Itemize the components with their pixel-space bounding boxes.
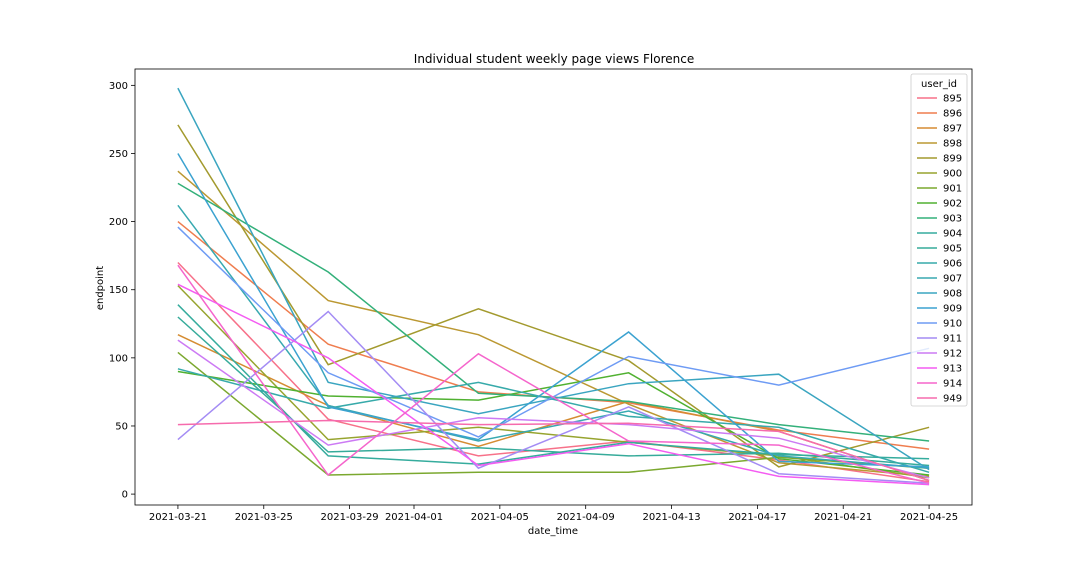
x-tick-label: 2021-04-09 — [557, 512, 615, 523]
legend-label-909: 909 — [943, 304, 962, 315]
x-tick-label: 2021-04-25 — [900, 512, 958, 523]
y-tick-label: 200 — [109, 217, 128, 228]
x-tick-label: 2021-03-21 — [149, 512, 207, 523]
x-tick-label: 2021-03-25 — [235, 512, 293, 523]
series-line-908 — [177, 87, 930, 471]
x-axis-title: date_time — [528, 526, 578, 537]
legend-label-913: 913 — [943, 364, 962, 375]
series-line-907 — [177, 204, 930, 469]
plot-frame — [134, 68, 973, 506]
series-line-904 — [177, 304, 930, 465]
y-tick-label: 150 — [109, 285, 128, 296]
series-line-895 — [177, 261, 930, 483]
legend-label-914: 914 — [943, 379, 962, 390]
legend-label-899: 899 — [943, 154, 962, 165]
y-tick-label: 100 — [109, 353, 128, 364]
series-line-913 — [177, 283, 930, 486]
series-line-903 — [177, 182, 930, 442]
legend: user_id 895 896 897 898 899 900 901 902 903 904 90… — [910, 73, 968, 407]
legend-label-896: 896 — [943, 109, 962, 120]
legend-label-903: 903 — [943, 214, 962, 225]
legend-label-897: 897 — [943, 124, 962, 135]
legend-items: 895 896 897 898 899 900 901 902 903 904 905 906 907 9… — [917, 94, 962, 405]
x-tick-label: 2021-04-05 — [471, 512, 529, 523]
legend-label-908: 908 — [943, 289, 962, 300]
legend-label-906: 906 — [943, 259, 962, 270]
legend-label-911: 911 — [943, 334, 962, 345]
series-line-910 — [177, 226, 930, 438]
legend-label-904: 904 — [943, 229, 962, 240]
y-axis-title: endpoint — [95, 266, 106, 310]
legend-title: user_id — [921, 79, 957, 90]
plot-lines — [177, 87, 930, 486]
legend-label-949: 949 — [943, 394, 962, 405]
x-tick-label: 2021-04-01 — [385, 512, 443, 523]
series-line-898 — [177, 170, 930, 478]
y-tick-label: 300 — [109, 81, 128, 92]
x-tick-label: 2021-04-13 — [642, 512, 700, 523]
legend-label-895: 895 — [943, 94, 962, 105]
legend-label-900: 900 — [943, 169, 962, 180]
legend-label-901: 901 — [943, 184, 962, 195]
series-line-905 — [177, 316, 930, 467]
y-axis: 0 50 100 150 200 250 300 — [109, 81, 135, 501]
x-tick-label: 2021-04-17 — [728, 512, 786, 523]
x-tick-label: 2021-03-29 — [321, 512, 379, 523]
legend-label-905: 905 — [943, 244, 962, 255]
series-line-949 — [177, 419, 930, 482]
series-line-909 — [177, 153, 930, 468]
legend-label-912: 912 — [943, 349, 962, 360]
series-line-901 — [177, 351, 930, 476]
chart-title: Individual student weekly page views Flo… — [414, 52, 694, 66]
legend-label-902: 902 — [943, 199, 962, 210]
y-tick-label: 50 — [115, 421, 128, 432]
series-line-911 — [177, 310, 930, 484]
legend-label-898: 898 — [943, 139, 962, 150]
x-tick-label: 2021-04-21 — [814, 512, 872, 523]
y-tick-label: 250 — [109, 149, 128, 160]
legend-label-910: 910 — [943, 319, 962, 330]
y-tick-label: 0 — [122, 490, 128, 501]
series-line-914 — [177, 264, 930, 484]
x-axis: 2021-03-21 2021-03-25 2021-03-29 2021-04-01… — [149, 505, 958, 523]
series-line-899 — [177, 124, 930, 468]
series-line-912 — [177, 339, 930, 479]
legend-label-907: 907 — [943, 274, 962, 285]
